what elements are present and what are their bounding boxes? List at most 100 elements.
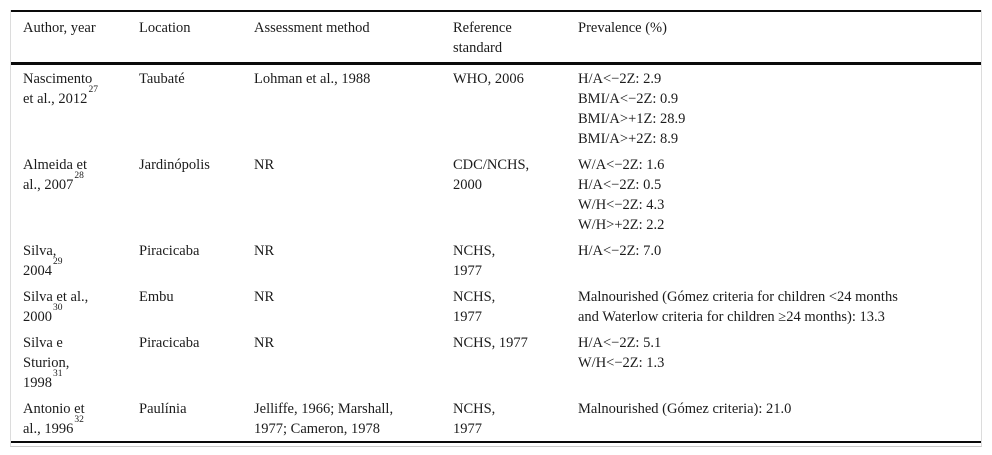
author-line: 199831 — [23, 369, 131, 393]
method-line: NR — [254, 335, 275, 351]
method-cell: NR — [254, 283, 453, 329]
study-row-silva-2000: Silva et al., 200030 Embu NR NCHS, 1977 … — [11, 283, 981, 329]
reference-cell: CDC/NCHS, 2000 — [453, 151, 578, 237]
prevalence-cell: H/A<−2Z: 5.1 W/H<−2Z: 1.3 — [578, 329, 981, 395]
column-header-reference: Reference standard — [453, 11, 578, 65]
method-line: Jelliffe, 1966; Marshall, — [254, 401, 394, 417]
column-header-label: Author, year — [23, 20, 96, 36]
study-row-nascimento-2012: Nascimento et al., 201227 Taubaté Lohman… — [11, 64, 981, 152]
reference-line: 2000 — [453, 177, 482, 193]
column-header-label: standard — [453, 40, 503, 56]
studies-table: Author, year Location Assessment method … — [11, 10, 981, 443]
author-year: 2000 — [23, 309, 52, 325]
reference-line: NCHS, 1977 — [453, 335, 528, 351]
location-cell: Paulínia — [139, 395, 254, 442]
method-cell: NR — [254, 151, 453, 237]
location-cell: Piracicaba — [139, 329, 254, 395]
prevalence-cell: Malnourished (Gómez criteria for childre… — [578, 283, 981, 329]
prevalence-cell: Malnourished (Gómez criteria): 21.0 — [578, 395, 981, 442]
author-line: Almeida et — [23, 157, 88, 173]
method-cell: NR — [254, 329, 453, 395]
prevalence-line: H/A<−2Z: 5.1 — [578, 335, 662, 351]
author-line: al., 199632 — [23, 415, 131, 439]
reference-line: CDC/NCHS, — [453, 157, 530, 173]
location-cell: Embu — [139, 283, 254, 329]
reference-cell: NCHS, 1977 — [453, 237, 578, 283]
prevalence-line: H/A<−2Z: 2.9 — [578, 71, 662, 87]
author-year: al., 1996 — [23, 421, 74, 437]
prevalence-cell: H/A<−2Z: 2.9 BMI/A<−2Z: 0.9 BMI/A>+1Z: 2… — [578, 64, 981, 152]
prevalence-line: Malnourished (Gómez criteria): 21.0 — [578, 401, 792, 417]
citation-superscript: 27 — [88, 85, 98, 96]
column-header-location: Location — [139, 11, 254, 65]
reference-line: 1977 — [453, 263, 482, 279]
studies-table-frame: Author, year Location Assessment method … — [10, 10, 982, 447]
reference-line: NCHS, — [453, 243, 496, 259]
column-header-prevalence: Prevalence (%) — [578, 11, 981, 65]
reference-line: WHO, 2006 — [453, 71, 524, 87]
author-line: Sturion, — [23, 355, 70, 371]
author-line: Silva e — [23, 335, 63, 351]
reference-cell: NCHS, 1977 — [453, 283, 578, 329]
author-line: Antonio et — [23, 401, 85, 417]
prevalence-cell: H/A<−2Z: 7.0 — [578, 237, 981, 283]
prevalence-line: BMI/A<−2Z: 0.9 — [578, 91, 679, 107]
prevalence-line: W/A<−2Z: 1.6 — [578, 157, 665, 173]
author-cell: Antonio et al., 199632 — [11, 395, 139, 442]
method-line: NR — [254, 289, 275, 305]
method-cell: NR — [254, 237, 453, 283]
reference-line: 1977 — [453, 421, 482, 437]
citation-superscript: 31 — [53, 369, 63, 380]
header-row: Author, year Location Assessment method … — [11, 11, 981, 65]
location-cell: Piracicaba — [139, 237, 254, 283]
study-row-silva-2004: Silva, 200429 Piracicaba NR NCHS, 1977 H… — [11, 237, 981, 283]
author-year: al., 2007 — [23, 177, 74, 193]
location-text: Piracicaba — [139, 335, 200, 351]
reference-line: 1977 — [453, 309, 482, 325]
author-line: 200429 — [23, 257, 131, 281]
author-cell: Silva e Sturion, 199831 — [11, 329, 139, 395]
location-cell: Taubaté — [139, 64, 254, 152]
prevalence-line: BMI/A>+2Z: 8.9 — [578, 131, 679, 147]
reference-cell: WHO, 2006 — [453, 64, 578, 152]
author-line: et al., 201227 — [23, 85, 131, 109]
prevalence-cell: W/A<−2Z: 1.6 H/A<−2Z: 0.5 W/H<−2Z: 4.3 W… — [578, 151, 981, 237]
location-text: Paulínia — [139, 401, 187, 417]
reference-cell: NCHS, 1977 — [453, 329, 578, 395]
author-line: al., 200728 — [23, 171, 131, 195]
prevalence-line: BMI/A>+1Z: 28.9 — [578, 111, 686, 127]
author-line: Nascimento — [23, 71, 93, 87]
study-row-almeida-2007: Almeida et al., 200728 Jardinópolis NR C… — [11, 151, 981, 237]
author-cell: Silva, 200429 — [11, 237, 139, 283]
method-line: NR — [254, 157, 275, 173]
citation-superscript: 29 — [53, 257, 63, 268]
page: { "table": { "columns": [ { "label_lines… — [0, 10, 992, 455]
prevalence-line: Malnourished (Gómez criteria for childre… — [578, 289, 898, 305]
method-line: Lohman et al., 1988 — [254, 71, 371, 87]
author-cell: Almeida et al., 200728 — [11, 151, 139, 237]
column-header-label: Assessment method — [254, 20, 370, 36]
prevalence-line: H/A<−2Z: 7.0 — [578, 243, 662, 259]
column-header-label: Prevalence (%) — [578, 20, 667, 36]
column-header-method: Assessment method — [254, 11, 453, 65]
author-year: et al., 2012 — [23, 91, 88, 107]
method-line: 1977; Cameron, 1978 — [254, 421, 381, 437]
column-header-author: Author, year — [11, 11, 139, 65]
prevalence-line: W/H>+2Z: 2.2 — [578, 217, 665, 233]
study-row-silva-sturion-1998: Silva e Sturion, 199831 Piracicaba NR NC… — [11, 329, 981, 395]
reference-line: NCHS, — [453, 401, 496, 417]
prevalence-line: H/A<−2Z: 0.5 — [578, 177, 662, 193]
location-cell: Jardinópolis — [139, 151, 254, 237]
author-line: 200030 — [23, 303, 131, 327]
method-cell: Lohman et al., 1988 — [254, 64, 453, 152]
reference-line: NCHS, — [453, 289, 496, 305]
author-year: 2004 — [23, 263, 52, 279]
location-text: Jardinópolis — [139, 157, 210, 173]
column-header-label: Reference — [453, 20, 512, 36]
location-text: Taubaté — [139, 71, 185, 87]
table-body: Nascimento et al., 201227 Taubaté Lohman… — [11, 64, 981, 443]
author-line: Silva et al., — [23, 289, 89, 305]
column-header-label: Location — [139, 20, 191, 36]
prevalence-line: and Waterlow criteria for children ≥24 m… — [578, 309, 885, 325]
method-cell: Jelliffe, 1966; Marshall, 1977; Cameron,… — [254, 395, 453, 442]
